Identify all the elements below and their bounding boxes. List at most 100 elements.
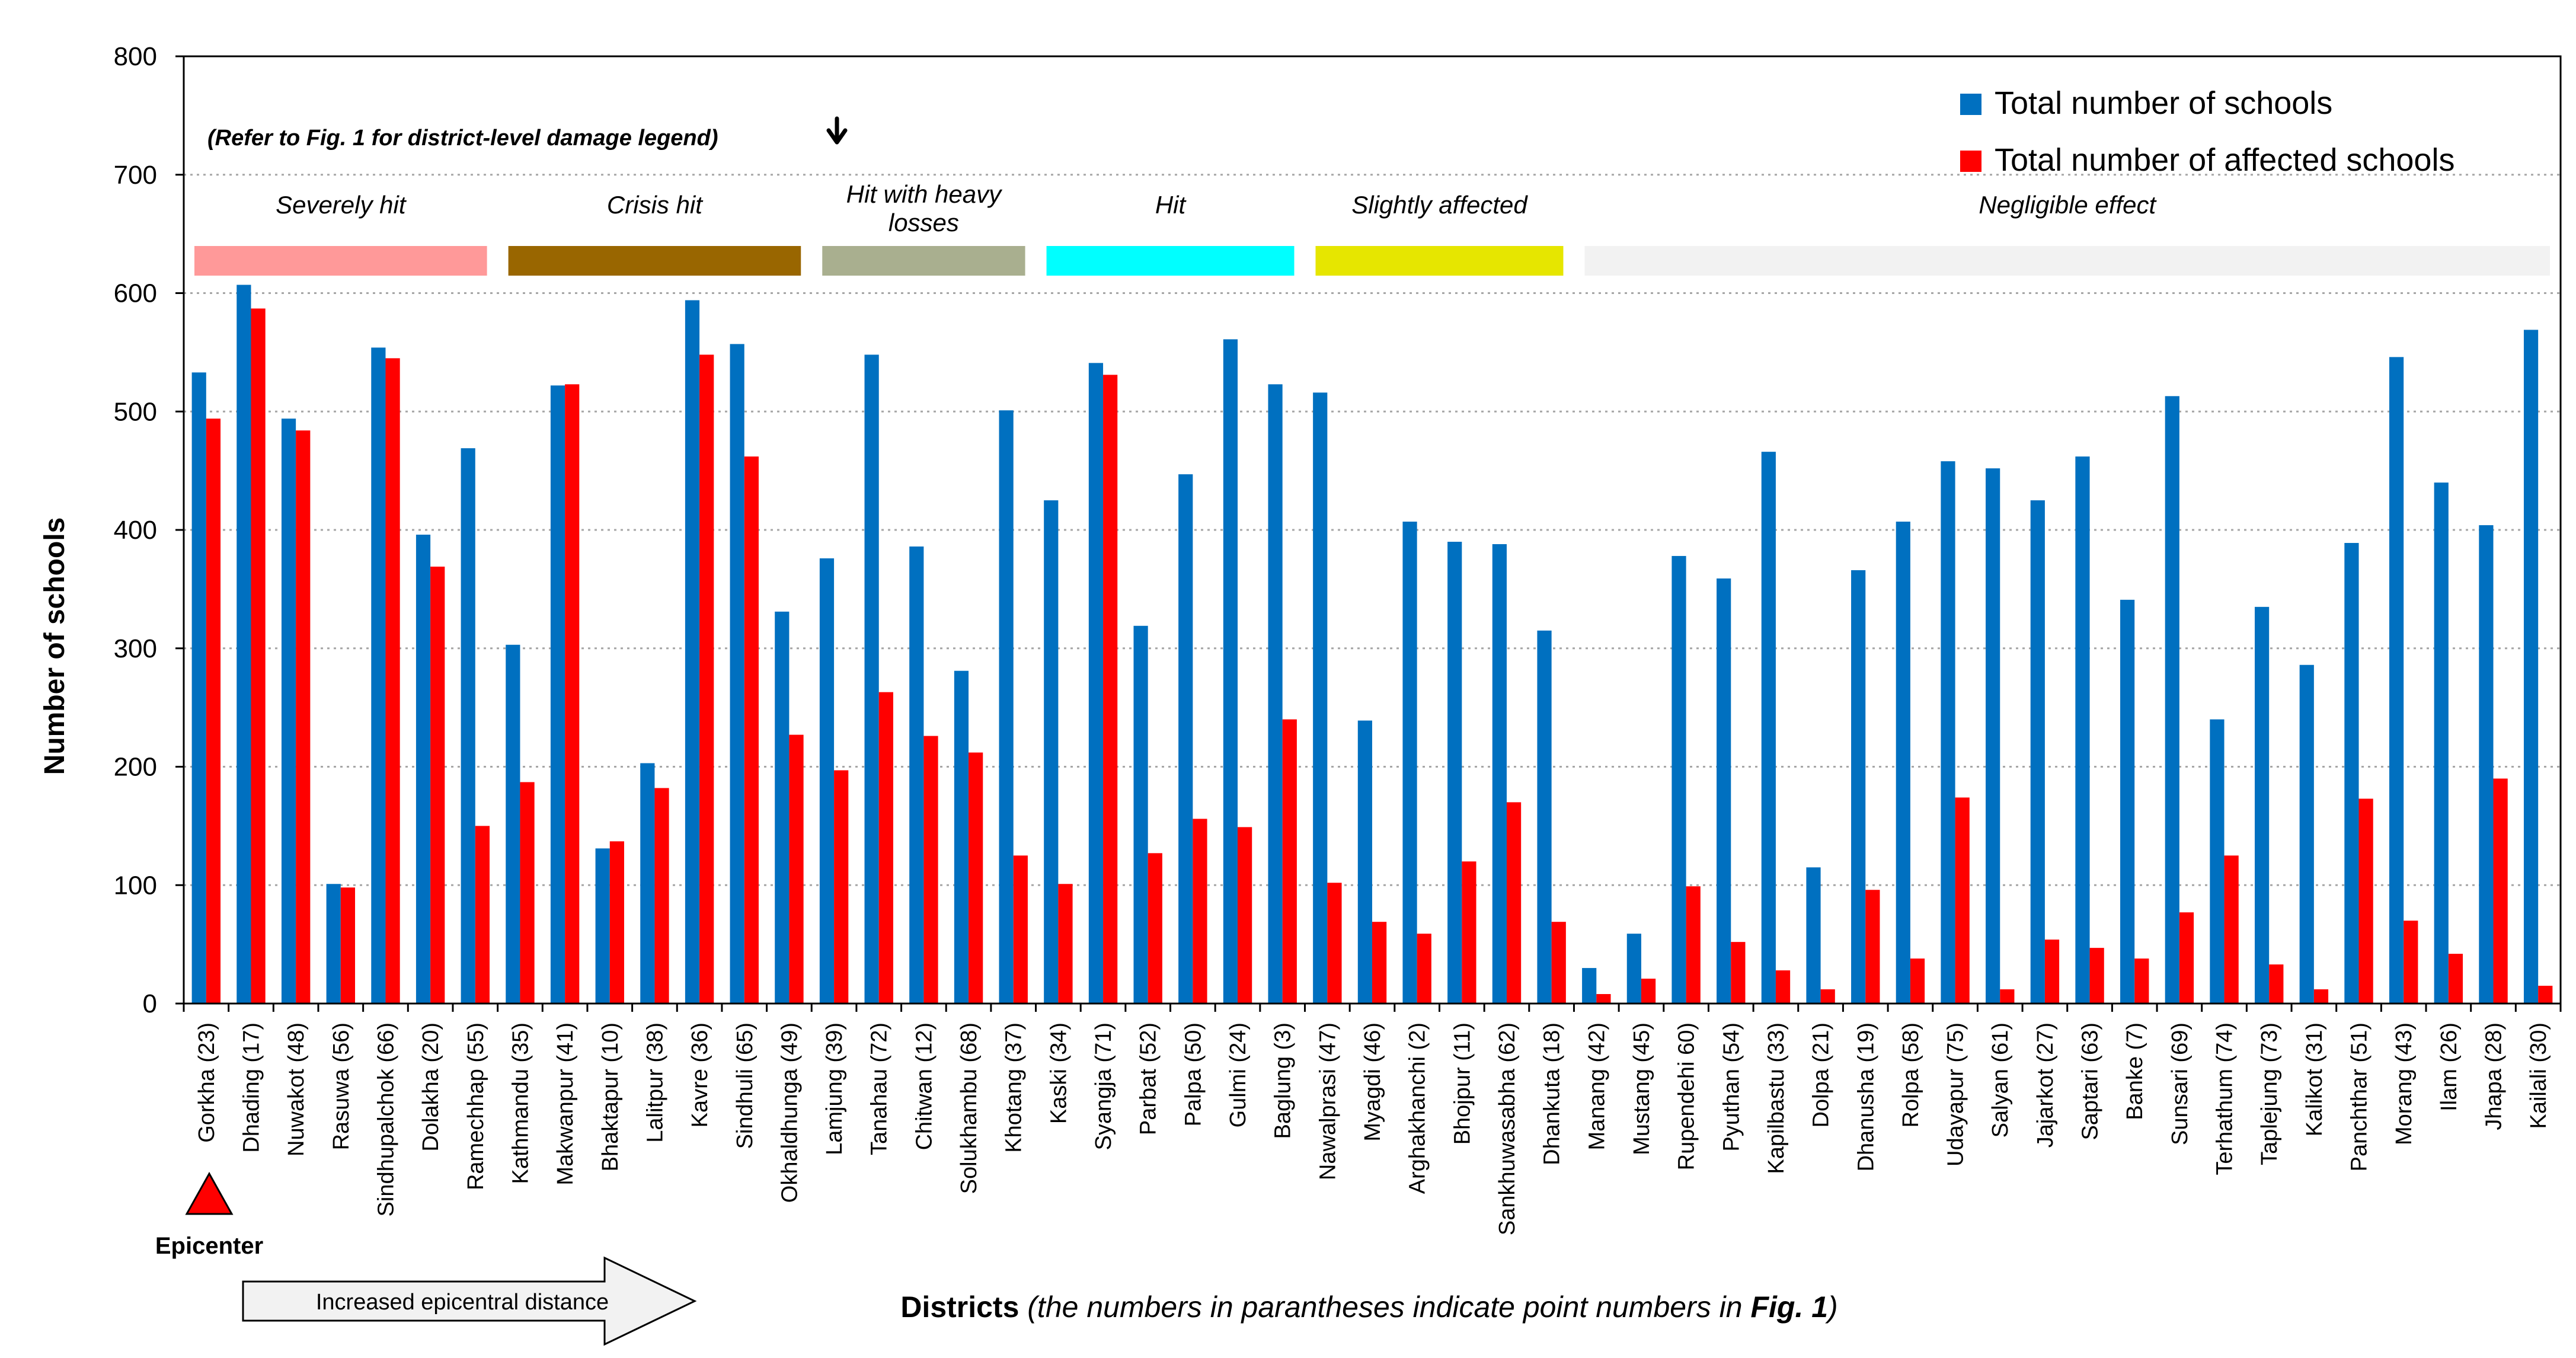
legend-label-1: Total number of affected schools — [1995, 142, 2454, 178]
bar-total-14 — [819, 558, 835, 1004]
bar-total-3 — [326, 884, 341, 1004]
bar-total-36 — [1806, 867, 1821, 1004]
damage-band-5 — [1584, 246, 2550, 276]
x-tick-label-41: Jajarkot (27) — [2033, 1023, 2058, 1148]
bar-affected-21 — [1148, 853, 1162, 1004]
y-tick-label-600: 600 — [114, 279, 157, 308]
distance-arrow: Increased epicentral distance — [242, 1256, 697, 1346]
bar-affected-16 — [923, 736, 938, 1004]
bar-total-46 — [2254, 606, 2270, 1004]
damage-band-label-5: Negligible effect — [1979, 191, 2157, 219]
bar-affected-45 — [2224, 855, 2239, 1004]
y-axis-label: Number of schools — [39, 517, 71, 775]
bar-affected-11 — [699, 354, 714, 1004]
bar-affected-26 — [1372, 922, 1387, 1004]
bar-total-27 — [1402, 522, 1417, 1004]
bar-total-38 — [1896, 522, 1910, 1004]
y-tick-label-400: 400 — [114, 516, 157, 545]
bar-affected-18 — [1013, 855, 1028, 1004]
bar-total-21 — [1133, 625, 1148, 1004]
bar-affected-1 — [251, 308, 266, 1004]
bar-total-8 — [550, 385, 565, 1004]
damage-bands: Severely hit Crisis hit Hit with heavy loss… — [194, 180, 2550, 276]
bar-affected-29 — [1506, 802, 1522, 1004]
x-tick-label-50: Ilam (26) — [2437, 1023, 2462, 1111]
damage-band-label-0: Severely hit — [276, 191, 407, 219]
bar-affected-17 — [969, 752, 983, 1004]
bar-total-52 — [2523, 330, 2539, 1004]
bar-total-44 — [2165, 396, 2179, 1004]
bar-affected-8 — [565, 384, 580, 1004]
x-tick-label-15: Tanahau (72) — [867, 1023, 892, 1155]
bar-total-43 — [2120, 599, 2135, 1004]
bar-affected-24 — [1282, 719, 1297, 1004]
bar-total-31 — [1582, 968, 1597, 1004]
x-tick-label-42: Saptari (63) — [2078, 1023, 2103, 1140]
x-tick-label-22: Palpa (50) — [1181, 1023, 1206, 1126]
x-tick-label-30: Dhankuta (18) — [1540, 1023, 1565, 1165]
bar-affected-20 — [1103, 375, 1118, 1004]
legend-swatch-1 — [1960, 151, 1981, 172]
bar-total-41 — [2030, 500, 2045, 1004]
bar-total-23 — [1223, 339, 1238, 1004]
y-tick-label-200: 200 — [114, 753, 157, 782]
bar-total-10 — [640, 763, 655, 1004]
bar-total-33 — [1671, 555, 1686, 1004]
bar-affected-37 — [1865, 890, 1880, 1004]
legend: Total number of schools Total number of a… — [1960, 85, 2454, 178]
damage-legend-note-text: (Refer to Fig. 1 for district-level dama… — [207, 126, 718, 151]
x-tick-label-36: Dolpa (21) — [1809, 1023, 1834, 1127]
bar-affected-36 — [1820, 989, 1835, 1004]
down-arrow-icon — [826, 116, 848, 145]
bar-total-0 — [191, 372, 206, 1004]
x-tick-label-52: Kailali (30) — [2526, 1023, 2551, 1129]
damage-band-0 — [194, 246, 487, 276]
bar-affected-27 — [1417, 934, 1431, 1004]
x-tick-label-1: Dhading (17) — [239, 1023, 264, 1153]
y-tick-label-300: 300 — [114, 634, 157, 663]
x-tick-label-8: Makwanpur (41) — [553, 1023, 578, 1186]
bar-affected-0 — [206, 418, 221, 1004]
x-axis-label-italic: (the numbers in parantheses indicate poi… — [1019, 1290, 1750, 1324]
bar-total-51 — [2479, 525, 2494, 1004]
x-tick-label-37: Dhanusha (19) — [1853, 1023, 1878, 1171]
y-tick-label-500: 500 — [114, 397, 157, 426]
x-tick-label-38: Rolpa (58) — [1899, 1023, 1923, 1127]
x-tick-label-47: Kalikot (31) — [2302, 1023, 2327, 1136]
damage-legend-note: (Refer to Fig. 1 for district-level dama… — [207, 116, 848, 151]
y-tick-label-100: 100 — [114, 871, 157, 900]
bar-affected-14 — [834, 770, 849, 1004]
bar-total-7 — [506, 644, 520, 1004]
bar-affected-4 — [385, 358, 400, 1004]
bar-affected-34 — [1731, 942, 1746, 1004]
bar-affected-30 — [1551, 922, 1566, 1004]
x-tick-label-48: Panchthar (51) — [2347, 1023, 2372, 1171]
x-tick-label-18: Khotang (37) — [1002, 1023, 1027, 1153]
x-tick-label-3: Rasuwa (56) — [329, 1023, 354, 1150]
epicenter-marker: Epicenter — [155, 1171, 263, 1259]
bar-affected-10 — [654, 788, 669, 1004]
y-tick-label-800: 800 — [114, 42, 157, 71]
damage-band-label-3: Hit — [1155, 191, 1187, 219]
bar-affected-39 — [1955, 797, 1970, 1004]
legend-label-0: Total number of schools — [1995, 85, 2332, 121]
bar-total-5 — [416, 534, 431, 1004]
bar-affected-48 — [2358, 798, 2373, 1004]
x-tick-label-16: Chitwan (12) — [912, 1023, 937, 1150]
damage-band-3 — [1046, 246, 1295, 276]
bar-total-22 — [1178, 474, 1193, 1004]
bar-total-42 — [2075, 456, 2090, 1004]
x-tick-label-49: Morang (43) — [2392, 1023, 2417, 1145]
x-tick-label-44: Sunsari (69) — [2168, 1023, 2193, 1145]
x-tick-label-0: Gorkha (23) — [194, 1023, 219, 1143]
bar-affected-22 — [1193, 819, 1207, 1004]
x-tick-label-5: Dolakha (20) — [418, 1023, 443, 1152]
x-tick-label-20: Syangja (71) — [1091, 1023, 1116, 1150]
bar-total-28 — [1447, 541, 1462, 1004]
epicenter-triangle-icon — [185, 1171, 234, 1215]
x-tick-label-39: Udayapur (75) — [1944, 1023, 1968, 1167]
bar-affected-23 — [1238, 827, 1252, 1004]
x-tick-label-17: Solukhambu (68) — [957, 1023, 982, 1194]
bar-affected-3 — [340, 887, 356, 1004]
damage-band-label-4: Slightly affected — [1351, 191, 1528, 219]
